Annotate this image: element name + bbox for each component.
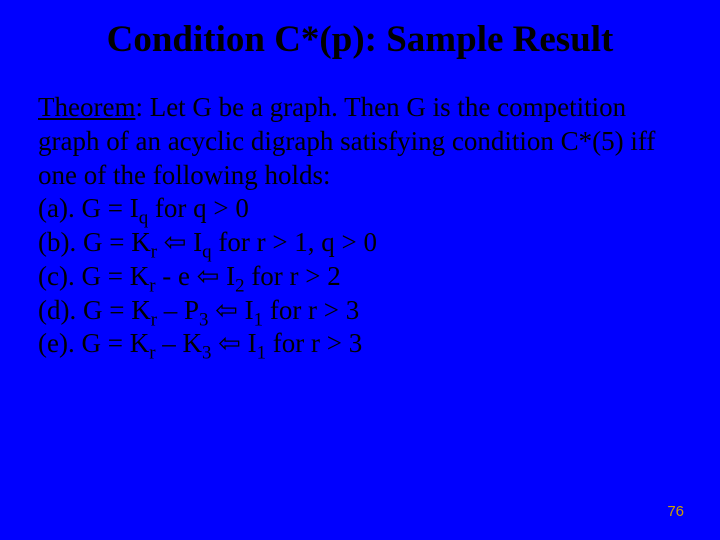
e-post: for r > 3 bbox=[266, 328, 362, 358]
c-pre: (c). G = K bbox=[38, 261, 149, 291]
c-mid2: I bbox=[219, 261, 235, 291]
c-post: for r > 2 bbox=[245, 261, 341, 291]
b-pre: (b). G = K bbox=[38, 227, 151, 257]
d-pre: (d). G = K bbox=[38, 295, 151, 325]
e-pre: (e). G = K bbox=[38, 328, 149, 358]
a-pre: (a). G = I bbox=[38, 193, 139, 223]
c-sub2: 2 bbox=[235, 275, 244, 296]
arrow-icon: ⇦ bbox=[218, 328, 241, 358]
slide: Condition C*(p): Sample Result Theorem: … bbox=[0, 0, 720, 540]
slide-body: Theorem: Let G be a graph. Then G is the… bbox=[0, 61, 720, 361]
condition-d: (d). G = Kr – P3 ⇦ I1 for r > 3 bbox=[38, 294, 660, 328]
arrow-icon: ⇦ bbox=[215, 295, 238, 325]
e-mid: – K bbox=[156, 328, 203, 358]
d-mid: – P bbox=[157, 295, 199, 325]
c-mid: - e bbox=[156, 261, 197, 291]
d-mid3: I bbox=[238, 295, 254, 325]
arrow-icon: ⇦ bbox=[197, 261, 220, 291]
a-post: for q > 0 bbox=[148, 193, 249, 223]
condition-b: (b). G = Kr ⇦ Iq for r > 1, q > 0 bbox=[38, 226, 660, 260]
d-post: for r > 3 bbox=[263, 295, 359, 325]
arrow-icon: ⇦ bbox=[164, 227, 187, 257]
b-post: for r > 1, q > 0 bbox=[212, 227, 377, 257]
slide-title: Condition C*(p): Sample Result bbox=[0, 0, 720, 61]
e-mid3: I bbox=[241, 328, 257, 358]
condition-e: (e). G = Kr – K3 ⇦ I1 for r > 3 bbox=[38, 327, 660, 361]
condition-a: (a). G = Iq for q > 0 bbox=[38, 192, 660, 226]
theorem-label: Theorem bbox=[38, 92, 135, 122]
page-number: 76 bbox=[667, 503, 684, 520]
e-sub3: 1 bbox=[257, 343, 266, 364]
condition-c: (c). G = Kr - e ⇦ I2 for r > 2 bbox=[38, 260, 660, 294]
b-mid2: I bbox=[186, 227, 202, 257]
b-mid bbox=[157, 227, 164, 257]
theorem-text: Theorem: Let G be a graph. Then G is the… bbox=[38, 91, 660, 192]
